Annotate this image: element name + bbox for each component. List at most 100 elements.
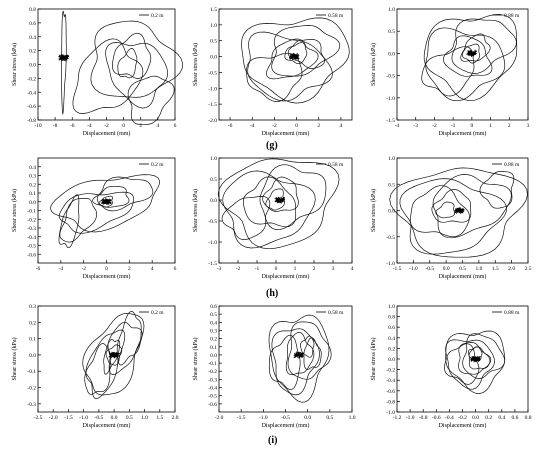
x-tick-label: 2: [128, 266, 131, 272]
hysteresis-loop: [116, 311, 142, 366]
central-cluster: [453, 206, 465, 215]
hysteresis-loop: [59, 197, 98, 243]
y-tick-label: 0.6: [210, 304, 217, 310]
y-tick-label: 1.0: [388, 304, 395, 310]
hysteresis-loop: [389, 167, 528, 258]
hysteresis-loop: [462, 333, 506, 379]
x-tick-label: -0.4: [445, 415, 454, 421]
x-tick-label: 0.8: [525, 415, 532, 421]
y-tick-label: 0.8: [29, 7, 36, 13]
y-tick-label: -0.6: [27, 104, 36, 110]
x-tick-label: -4: [250, 123, 255, 129]
y-axis-label: Shear stress (kPa): [11, 338, 18, 381]
x-axis-label: Displacement (mm): [83, 422, 131, 429]
x-tick-label: 0.4: [498, 415, 505, 421]
x-tick-label: 4: [340, 123, 343, 129]
y-tick-label: -1.0: [208, 86, 217, 92]
hysteresis-loop: [265, 188, 285, 211]
x-tick-label: -0.5: [425, 266, 434, 272]
x-tick-label: -2: [272, 123, 277, 129]
y-tick-label: -0.3: [27, 402, 36, 408]
x-tick-label: 2.0: [172, 415, 179, 421]
x-tick-label: 2: [317, 123, 320, 129]
y-tick-label: -0.5: [386, 235, 395, 241]
x-tick-label: 0.0: [111, 415, 118, 421]
hysteresis-loop: [92, 185, 130, 208]
x-axis-label: Displacement (mm): [439, 422, 487, 429]
y-tick-label: 0.2: [210, 337, 217, 343]
subplot-1: -10 -8 -6 -4 -2 0 2 4 6 -0.8 -0.6 -0.4 -0.2 0.0 0.2 0.4…: [11, 7, 183, 137]
hysteresis-loop: [107, 321, 143, 375]
y-tick-label: -0.8: [386, 399, 395, 405]
hysteresis-loop: [443, 35, 493, 77]
hysteresis-loop: [460, 33, 491, 62]
y-tick-label: 1.0: [388, 156, 395, 162]
y-tick-label: 0.8: [388, 315, 395, 321]
hysteresis-loop: [399, 178, 507, 255]
hysteresis-loop: [410, 185, 470, 238]
y-tick-label: 0.1: [29, 337, 36, 343]
hysteresis-loop: [300, 335, 315, 358]
x-tick-label: -2: [81, 266, 86, 272]
subplot-6: -1.5 -1.0 -0.5 0.0 0.5 1.0 1.5 2.0 2.5-1.0-0.50.…: [370, 156, 532, 280]
y-tick-label: -1.0: [208, 240, 217, 246]
y-tick-label: -0.5: [386, 74, 395, 80]
y-tick-label: 0.5: [388, 29, 395, 35]
y-tick-label: 0.4: [29, 35, 36, 41]
x-tick-label: 0: [470, 123, 473, 129]
hysteresis-loop: [435, 201, 455, 219]
y-tick-label: 0.4: [210, 320, 217, 326]
y-tick-label: 1.5: [210, 7, 217, 13]
x-tick-label: 6: [174, 123, 177, 129]
y-tick-label: 0.0: [29, 353, 36, 359]
x-tick-label: -2.0: [49, 415, 58, 421]
x-tick-label: 3: [527, 123, 530, 129]
y-tick-label: -0.2: [27, 386, 36, 392]
x-tick-label: -3: [217, 266, 222, 272]
x-tick-label: 1.0: [141, 415, 148, 421]
x-tick-label: 1: [489, 123, 492, 129]
x-tick-label: -1: [451, 123, 456, 129]
x-tick-label: 0: [295, 123, 298, 129]
y-tick-label: 0.4: [388, 336, 395, 342]
x-tick-label: -0.8: [419, 415, 428, 421]
hysteresis-loop: [242, 176, 297, 228]
x-axis-label: Displacement (mm): [439, 130, 487, 137]
hysteresis-loop: [445, 339, 495, 390]
y-axis-label: Shear stress (kPa): [370, 43, 377, 86]
hysteresis-loop: [271, 25, 341, 77]
x-tick-label: 1: [294, 266, 297, 272]
x-tick-label: -1.2: [393, 415, 402, 421]
x-tick-label: 6: [174, 266, 177, 272]
legend-label: 0.2 m: [151, 13, 164, 19]
x-tick-label: 0.5: [126, 415, 133, 421]
y-tick-label: -1.0: [386, 410, 395, 416]
x-tick-label: -1.5: [64, 415, 73, 421]
legend-label: 0.58 m: [328, 310, 344, 316]
y-tick-label: -0.5: [208, 70, 217, 76]
y-tick-label: 0.6: [29, 21, 36, 27]
legend-label: 0.58 m: [328, 162, 344, 168]
x-tick-label: -4: [395, 123, 400, 129]
hysteresis-loop: [82, 313, 145, 396]
y-tick-label: -0.2: [208, 369, 217, 375]
y-tick-label: -1.5: [208, 102, 217, 108]
y-tick-label: -0.1: [208, 361, 217, 367]
central-cluster: [108, 351, 121, 359]
hysteresis-loop: [284, 42, 308, 65]
y-tick-label: -0.6: [208, 402, 217, 408]
hysteresis-loop: [105, 42, 168, 109]
x-tick-label: -0.2: [458, 415, 467, 421]
y-tick-label: -1.0: [386, 96, 395, 102]
x-tick-label: -1.5: [393, 266, 402, 272]
central-cluster: [100, 198, 113, 205]
hysteresis-loop: [58, 191, 134, 234]
x-tick-label: 0: [122, 123, 125, 129]
y-tick-label: 0.1: [29, 191, 36, 197]
hysteresis-loop: [268, 334, 301, 390]
x-tick-label: 2: [508, 123, 511, 129]
y-tick-label: 0.2: [388, 346, 395, 352]
y-tick-label: 0.2: [29, 49, 36, 55]
y-tick-label: 0.2: [29, 320, 36, 326]
x-tick-label: 2: [139, 123, 142, 129]
